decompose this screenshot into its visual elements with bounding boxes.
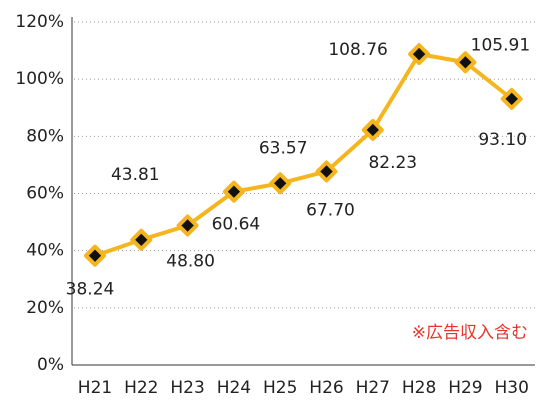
data-label: 43.81: [111, 165, 160, 185]
marker: [130, 228, 153, 251]
marker: [176, 214, 199, 237]
data-label: 48.80: [166, 252, 215, 272]
x-tick-label: H21: [78, 378, 112, 398]
marker: [84, 244, 106, 267]
x-tick-label: H25: [263, 378, 297, 398]
x-tick-label: H29: [448, 378, 482, 398]
data-label: 93.10: [478, 130, 527, 150]
data-label: 60.64: [212, 215, 261, 235]
marker: [500, 87, 523, 110]
data-label: 105.91: [471, 35, 530, 55]
data-label: 108.76: [328, 40, 387, 60]
x-tick-label: H30: [494, 378, 528, 398]
x-tick-label: H27: [356, 378, 390, 398]
marker: [454, 51, 477, 74]
data-label: 63.57: [259, 138, 308, 158]
x-tick-label: H28: [402, 378, 436, 398]
y-tick-label: 0%: [37, 355, 64, 375]
marker: [408, 43, 431, 66]
y-tick-label: 80%: [26, 126, 64, 146]
data-label: 38.24: [66, 280, 115, 300]
y-tick-label: 20%: [26, 298, 64, 318]
y-tick-label: 100%: [15, 69, 64, 89]
data-label: 67.70: [306, 200, 355, 220]
y-tick-label: 120%: [15, 12, 64, 32]
line: [94, 52, 513, 258]
marker: [315, 160, 338, 183]
y-tick-label: 40%: [26, 241, 64, 261]
annotation: ※広告収入含む: [412, 323, 528, 343]
marker: [361, 118, 384, 141]
x-tick-label: H22: [124, 378, 158, 398]
data-label: 82.23: [368, 153, 417, 173]
y-tick-label: 60%: [26, 184, 64, 204]
x-tick-label: H26: [309, 378, 343, 398]
marker: [269, 172, 292, 195]
marker: [222, 180, 245, 203]
x-tick-label: H23: [170, 378, 204, 398]
x-tick-label: H24: [217, 378, 251, 398]
